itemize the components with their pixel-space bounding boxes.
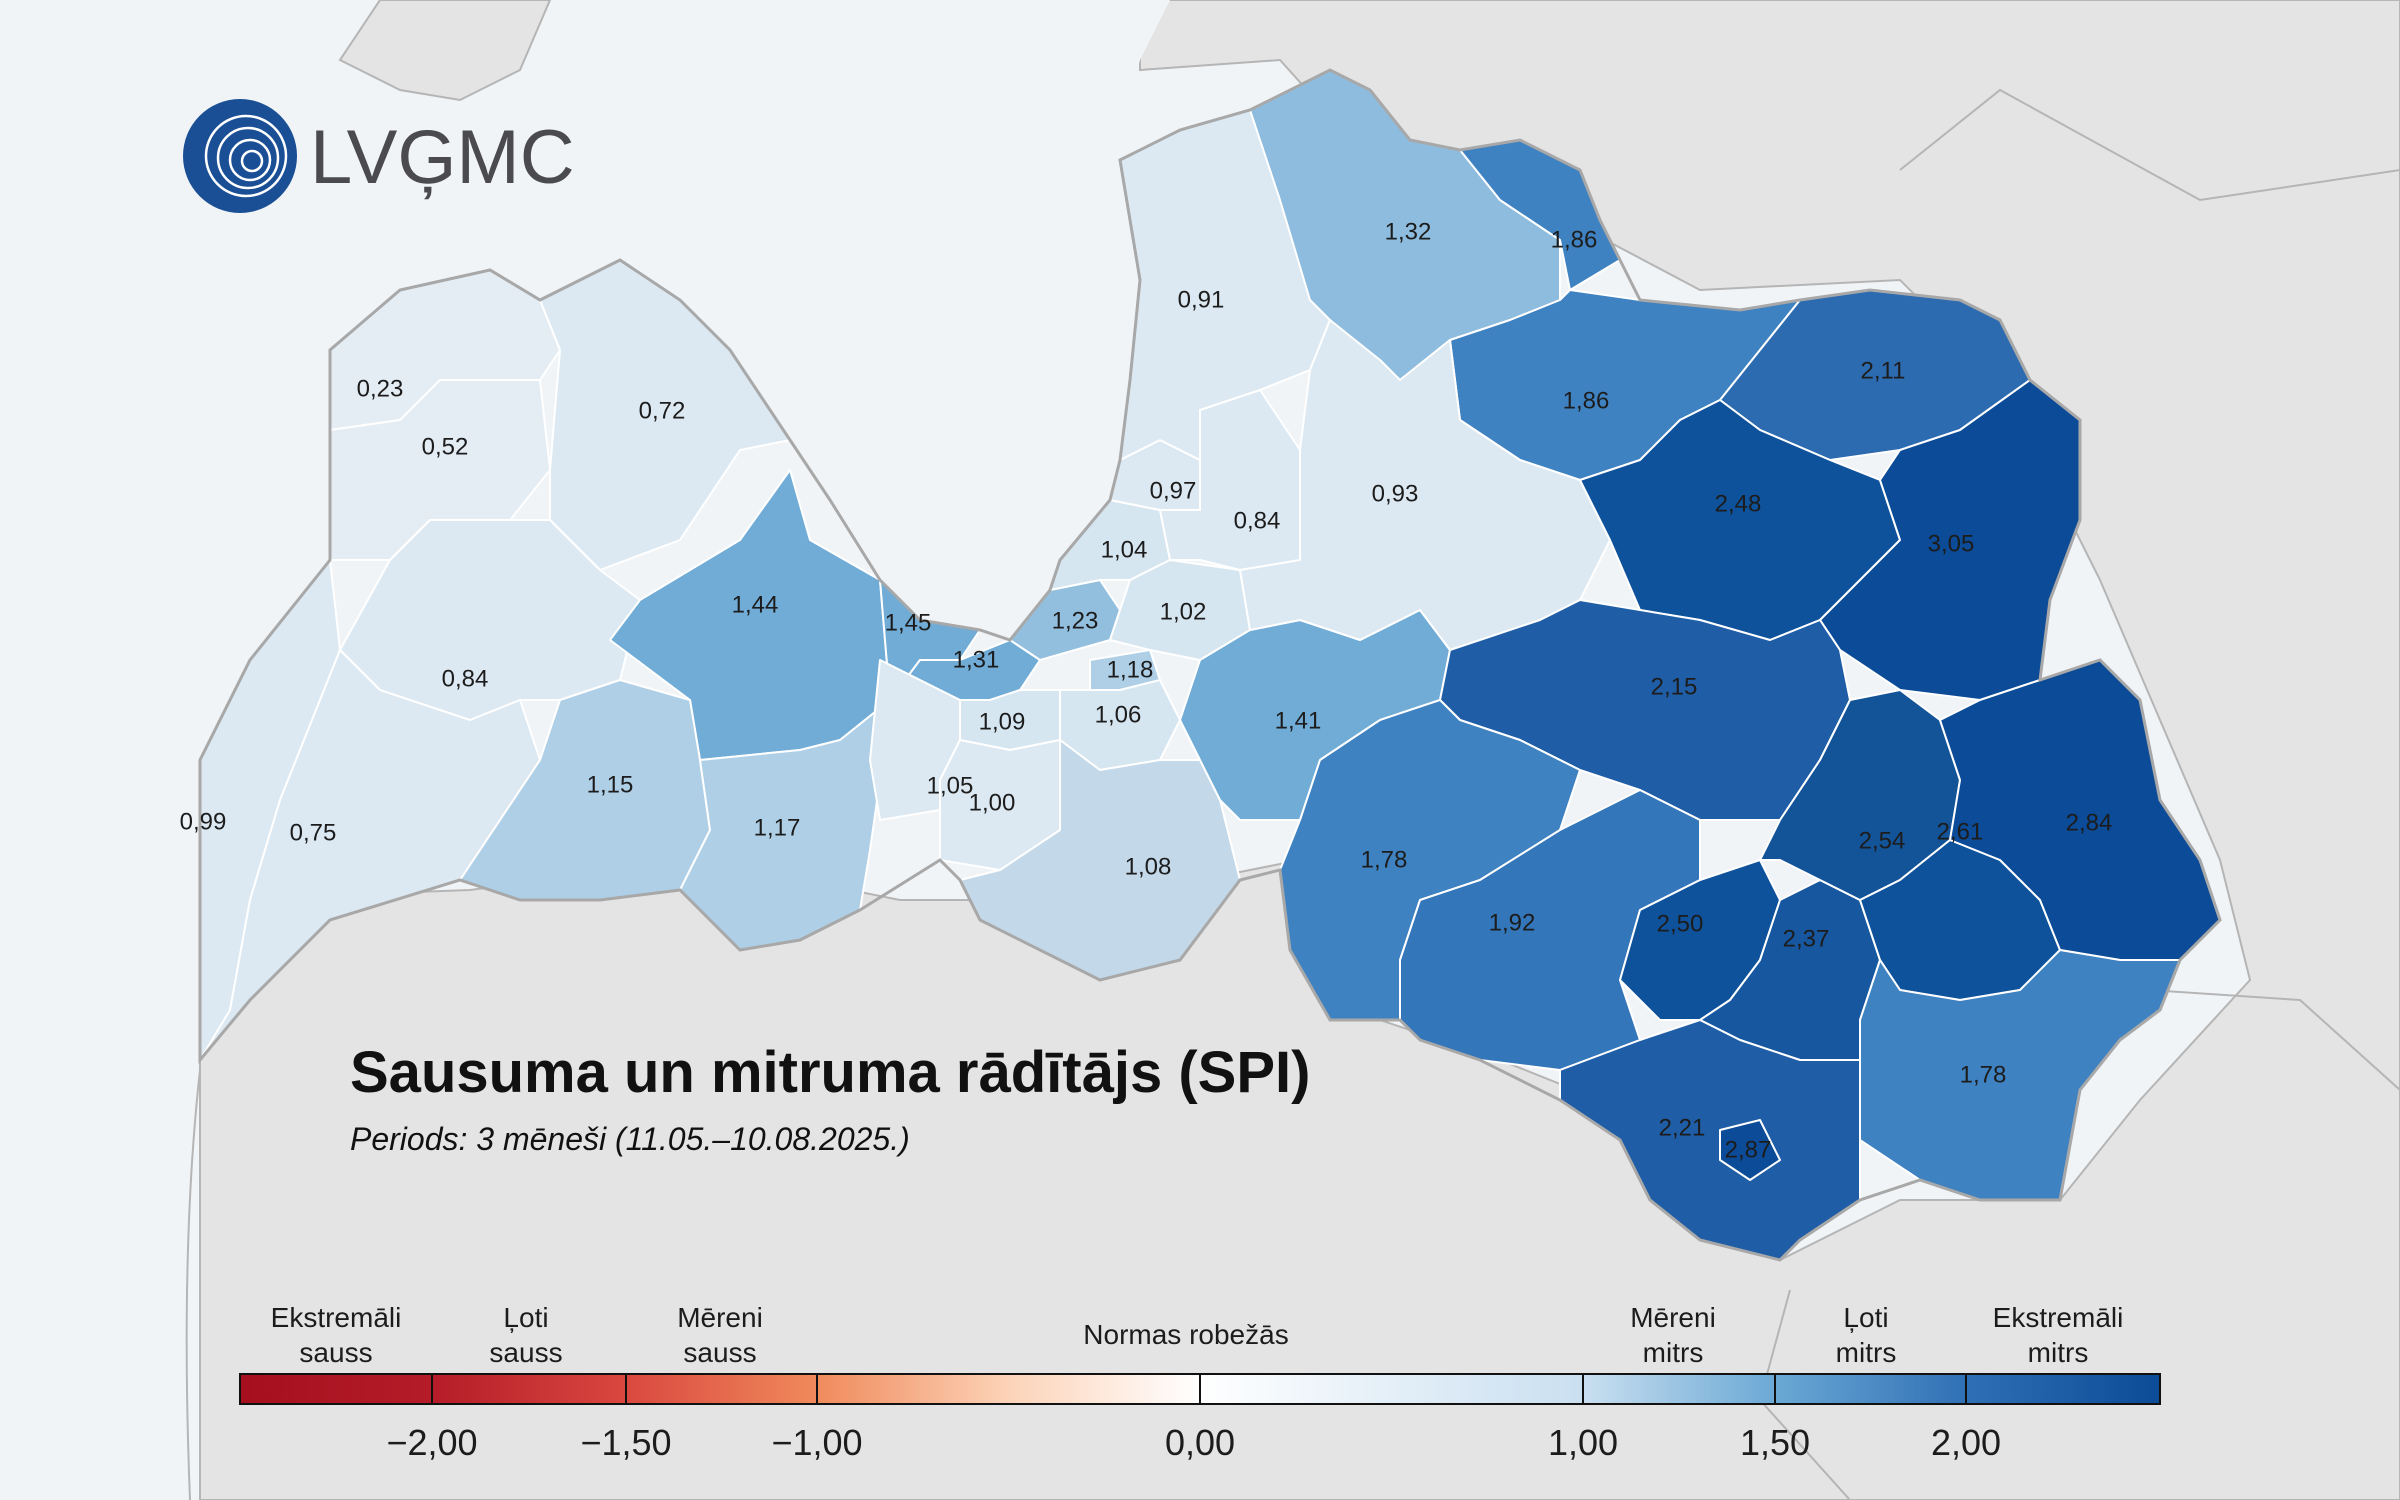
value-label: 1,09 [979, 708, 1026, 735]
legend-tick-label: 1,50 [1740, 1422, 1810, 1463]
region-value-labels: 0,23 0,52 0,72 0,84 0,99 0,75 1,44 1,15 … [180, 218, 2113, 1163]
lvgmc-logo: LVĢMC [183, 99, 575, 213]
value-label: 0,23 [357, 375, 404, 402]
value-label: 1,06 [1095, 701, 1142, 728]
value-label: 1,00 [969, 789, 1016, 816]
value-label: 1,18 [1107, 656, 1154, 683]
legend-tick-label: −1,50 [580, 1422, 671, 1463]
legend-category-label: Ļoti [1843, 1302, 1888, 1333]
value-label: 2,11 [1861, 357, 1906, 384]
value-label: 0,99 [180, 808, 227, 835]
map-title: Sausuma un mitruma rādītājs (SPI) [350, 1040, 1310, 1105]
value-label: 2,84 [2066, 809, 2113, 836]
legend-category-label: Ekstremāli [271, 1302, 402, 1333]
value-label: 2,15 [1651, 673, 1698, 700]
legend-tick-label: −2,00 [386, 1422, 477, 1463]
value-label: 1,05 [927, 772, 974, 799]
value-label: 3,05 [1928, 530, 1975, 557]
value-label: 1,86 [1563, 387, 1610, 414]
value-label: 1,45 [885, 609, 932, 636]
value-label: 1,44 [732, 591, 779, 618]
value-label: 2,37 [1783, 925, 1830, 952]
value-label: 1,02 [1160, 598, 1207, 625]
legend-category-label: Ekstremāli [1993, 1302, 2124, 1333]
value-label: 1,78 [1361, 846, 1408, 873]
legend-category-label: sauss [489, 1337, 562, 1368]
value-label: 1,31 [953, 646, 1000, 673]
legend-category-label: mitrs [2028, 1337, 2089, 1368]
legend-tick-label: 0,00 [1165, 1422, 1235, 1463]
legend-category-label: Ļoti [503, 1302, 548, 1333]
saaremaa-island [338, 0, 552, 102]
value-label: 1,78 [1960, 1061, 2007, 1088]
logo-emblem-icon [183, 99, 297, 213]
legend-category-label: mitrs [1836, 1337, 1897, 1368]
value-label: 2,54 [1859, 827, 1906, 854]
value-label: 1,15 [587, 771, 634, 798]
legend-tick-marks [431, 1374, 1967, 1404]
value-label: 2,48 [1715, 490, 1762, 517]
region-0-84-east [1159, 389, 1301, 571]
legend-category-label: Mēreni [677, 1302, 763, 1333]
map-subtitle: Periods: 3 mēneši (11.05.–10.08.2025.) [350, 1121, 910, 1157]
value-label: 2,50 [1657, 910, 1704, 937]
value-label: 1,32 [1385, 218, 1432, 245]
value-label: 0,84 [442, 665, 489, 692]
value-label: 0,72 [639, 397, 686, 424]
legend-category-label: sauss [683, 1337, 756, 1368]
gulf-of-riga [430, 0, 1170, 625]
legend: Ekstremāli sauss Ļoti sauss Mēreni sauss… [239, 1302, 2161, 1463]
value-label: 1,04 [1101, 536, 1148, 563]
legend-category-label: mitrs [1643, 1337, 1704, 1368]
value-label: 1,08 [1125, 853, 1172, 880]
value-label: 1,92 [1489, 909, 1536, 936]
value-label: 0,97 [1150, 477, 1197, 504]
value-label: 0,93 [1372, 480, 1419, 507]
region-0-52 [329, 379, 551, 561]
legend-tick-label: 2,00 [1931, 1422, 2001, 1463]
legend-category-label: Normas robežās [1083, 1319, 1288, 1350]
region-1-17 [679, 699, 891, 951]
value-label: 0,75 [290, 819, 337, 846]
region-2-87 [1719, 1119, 1781, 1181]
legend-category-label: sauss [299, 1337, 372, 1368]
region-0-93 [1239, 319, 1611, 651]
value-label: 0,91 [1178, 286, 1225, 313]
legend-category-label: Mēreni [1630, 1302, 1716, 1333]
latvia-border [198, 68, 2222, 1262]
legend-tick-label: 1,00 [1548, 1422, 1618, 1463]
logo-text: LVĢMC [310, 115, 575, 200]
value-label: 1,17 [754, 814, 801, 841]
value-label: 2,61 [1937, 818, 1984, 845]
value-label: 0,84 [1234, 507, 1281, 534]
value-label: 1,23 [1052, 607, 1099, 634]
value-label: 1,41 [1275, 707, 1322, 734]
value-label: 0,52 [422, 433, 469, 460]
value-label: 2,21 [1659, 1114, 1706, 1141]
latvia-regions [199, 69, 2221, 1261]
logo-wave-icon [204, 114, 288, 198]
value-label: 2,87 [1725, 1136, 1772, 1163]
value-label: 1,86 [1551, 226, 1598, 253]
legend-tick-label: −1,00 [771, 1422, 862, 1463]
